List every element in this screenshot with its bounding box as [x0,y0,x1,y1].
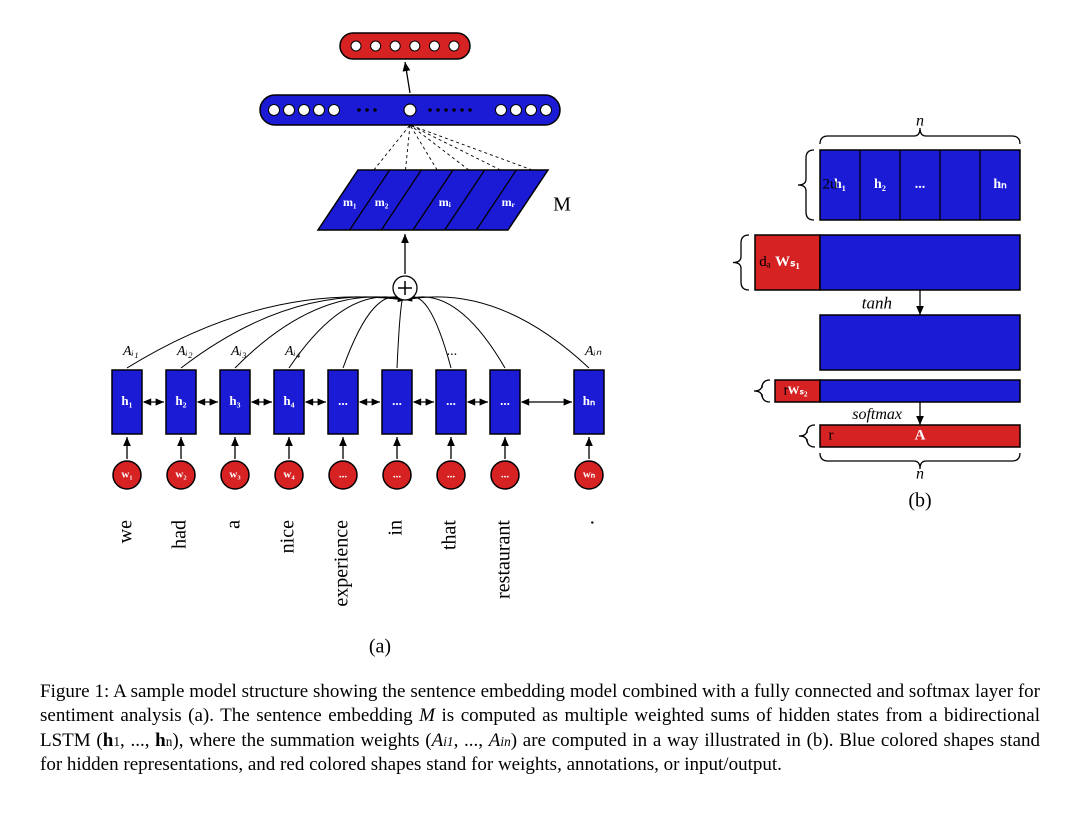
svg-text:Aᵢₙ: Aᵢₙ [584,344,602,359]
intermediate-2 [820,315,1020,370]
svg-text:...: ... [501,469,510,481]
svg-text:tanh: tanh [862,293,892,312]
svg-text:...: ... [447,344,458,359]
svg-text:softmax: softmax [852,406,902,423]
svg-text:n: n [916,113,924,130]
input-word: in [385,520,407,536]
svg-text:Aᵢ₃: Aᵢ₃ [230,344,247,359]
svg-text:hₙ: hₙ [993,177,1007,192]
svg-text:h₂: h₂ [175,393,186,408]
svg-text:w₂: w₂ [175,469,187,481]
input-word: that [439,520,461,550]
caption-prefix: Figure 1: [40,681,109,702]
svg-text:w₄: w₄ [283,469,295,481]
svg-text:m₁: m₁ [343,195,357,209]
svg-text:hₙ: hₙ [583,393,595,408]
svg-text:mᵢ: mᵢ [439,195,451,209]
panel-b-label: (b) [908,490,931,512]
svg-text:A: A [915,427,926,443]
diagram-svg: w₁ h₁ Aᵢ₁ we w₂ h₂ Aᵢ₂ had w₃ h₃ Aᵢ₃ a w₄ h₄ Aᵢ₄ nice..… [0,0,1080,660]
input-word: nice [277,520,299,553]
input-word: a [223,520,245,529]
svg-text:Aᵢ₁: Aᵢ₁ [122,344,139,359]
intermediate-1 [820,235,1020,290]
input-word: . [577,520,599,525]
svg-text:...: ... [392,393,402,408]
svg-text:...: ... [915,177,926,192]
input-word: experience [331,520,353,607]
svg-text:wₙ: wₙ [583,469,596,481]
svg-text:Aᵢ₄: Aᵢ₄ [284,344,301,359]
svg-text:Wₛ₁: Wₛ₁ [775,254,800,270]
svg-text:m₂: m₂ [375,195,389,209]
svg-text:w₁: w₁ [121,469,132,481]
svg-text:w₃: w₃ [229,469,241,481]
svg-text:r: r [784,382,789,398]
svg-text:h₃: h₃ [229,393,240,408]
figure-caption: Figure 1: A sample model structure showi… [40,680,1040,777]
svg-text:...: ... [447,469,456,481]
svg-text:...: ... [393,469,402,481]
svg-text:r: r [829,427,834,443]
input-word: had [169,520,191,549]
svg-text:Aᵢ₂: Aᵢ₂ [176,344,193,359]
svg-text:...: ... [500,393,510,408]
svg-text:h₁: h₁ [121,393,132,408]
svg-text:mᵣ: mᵣ [502,195,515,209]
svg-text:dₐ: dₐ [759,254,771,270]
svg-text:...: ... [338,393,348,408]
svg-text:h₄: h₄ [283,393,294,408]
svg-text:...: ... [339,469,348,481]
svg-text:...: ... [446,393,456,408]
svg-text:2u: 2u [823,176,839,192]
input-word: we [115,520,137,543]
intermediate-3 [820,380,1020,402]
svg-text:n: n [916,466,924,483]
svg-text:Wₛ₂: Wₛ₂ [787,383,807,397]
panel-a-label: (a) [369,636,391,658]
input-word: restaurant [493,520,515,599]
svg-text:h₂: h₂ [874,177,886,192]
svg-text:M: M [553,194,571,216]
